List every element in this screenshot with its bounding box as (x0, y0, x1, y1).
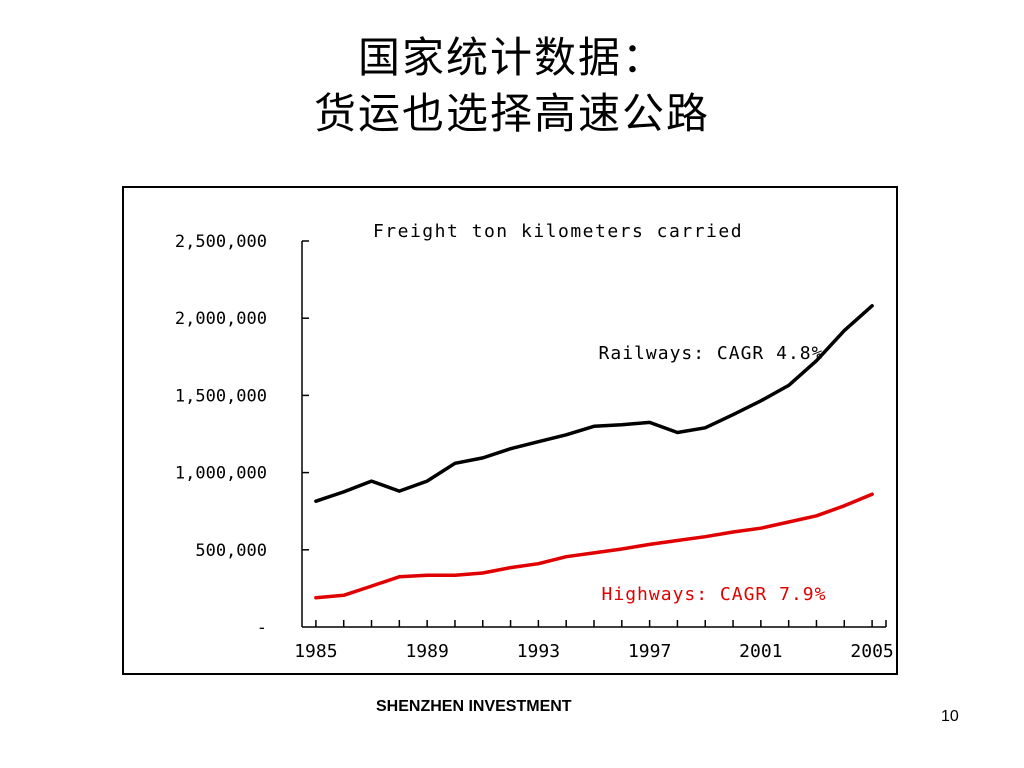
footer-company-name: SHENZHEN INVESTMENT (376, 698, 572, 715)
x-tick-label: 2005 (850, 641, 893, 662)
slide-title-line-1: 国家统计数据： (357, 33, 666, 82)
y-tick-label: 1,500,000 (175, 386, 267, 406)
highways-line (314, 492, 874, 600)
highways-label: Highways: CAGR 7.9% (602, 584, 827, 605)
x-tick-label: 1993 (517, 641, 560, 662)
chart-title: Freight ton kilometers carried (373, 221, 743, 242)
x-tick-label: 2001 (739, 641, 782, 662)
slide-title: 国家统计数据： 货运也选择高速公路 (0, 30, 1024, 142)
y-tick-label: - (257, 618, 267, 638)
x-tick-label: 1985 (294, 641, 337, 662)
railways-line (314, 304, 874, 503)
railways-label: Railways: CAGR 4.8% (599, 343, 824, 364)
y-tick-label: 500,000 (195, 541, 267, 561)
chart: - 500,000 1,000,000 1,500,000 2,000,000 2,500… (175, 221, 894, 662)
y-tick-label: 1,000,000 (175, 464, 267, 484)
x-tick-label: 1997 (628, 641, 671, 662)
slide-title-line-2: 货运也选择高速公路 (313, 89, 710, 138)
x-tick-label: 1989 (405, 641, 448, 662)
y-tick-label: 2,500,000 (175, 232, 267, 252)
y-tick-label: 2,000,000 (175, 309, 267, 329)
chart-frame: - 500,000 1,000,000 1,500,000 2,000,000 2,500… (122, 186, 898, 675)
page-number: 10 (941, 708, 959, 725)
